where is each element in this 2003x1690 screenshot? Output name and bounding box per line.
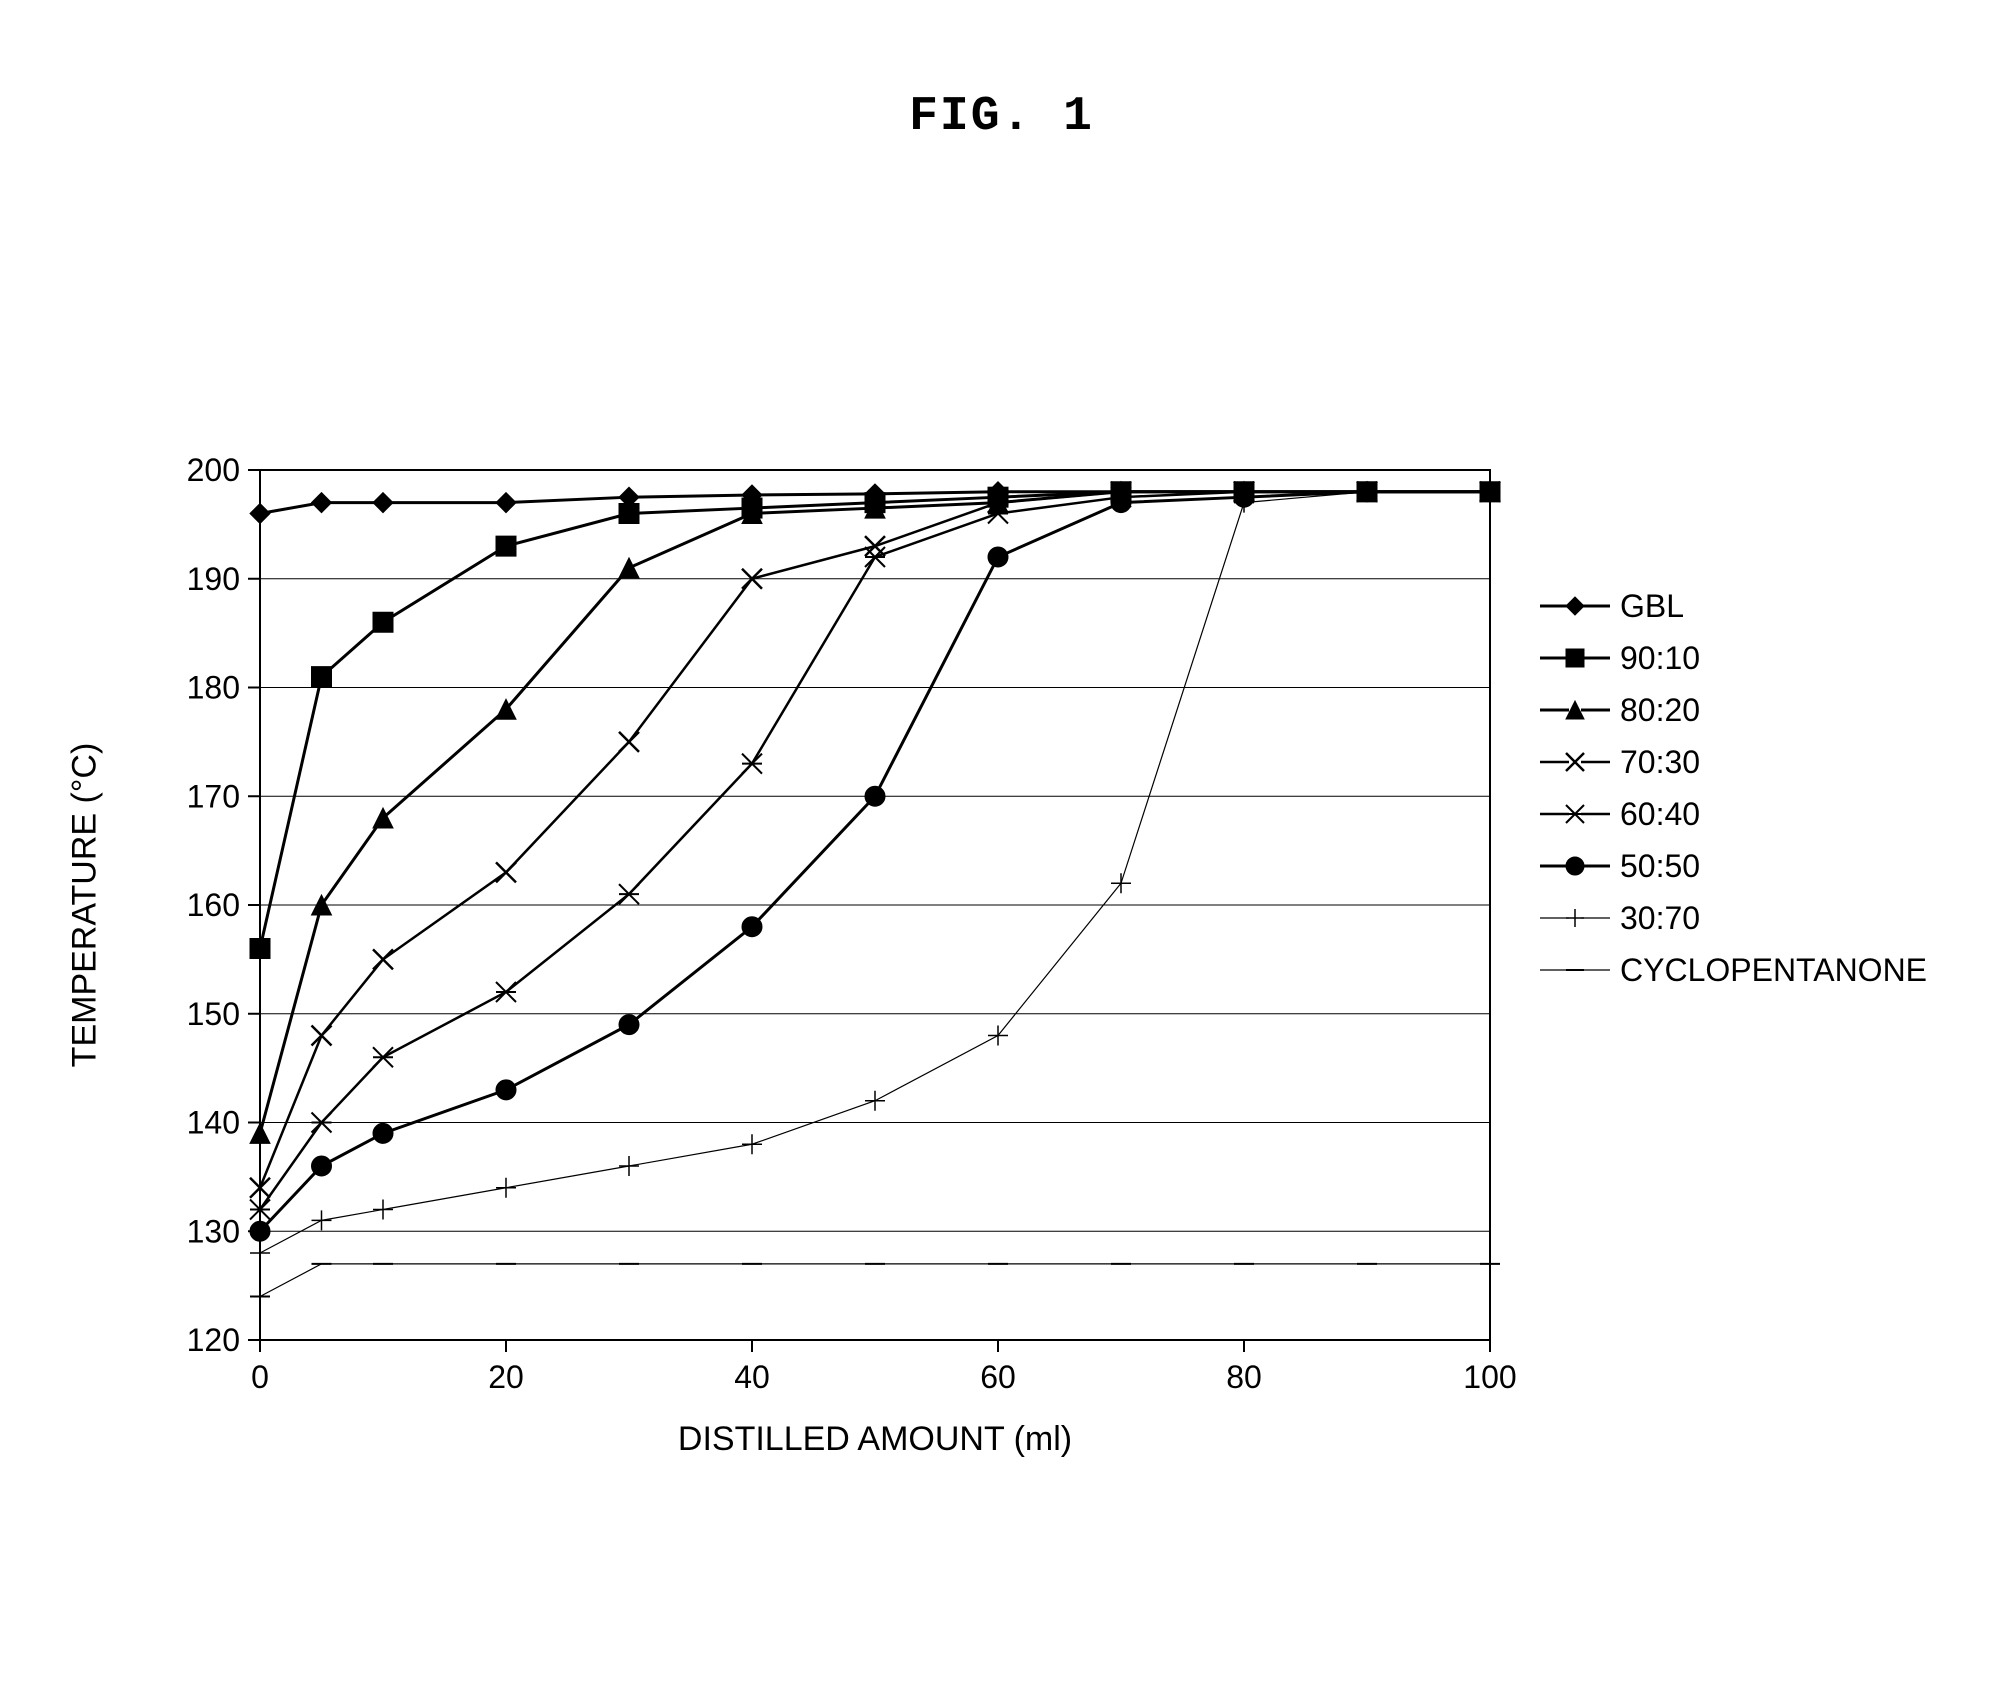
legend-label: 80:20 (1620, 692, 1700, 729)
y-tick-label: 160 (187, 887, 240, 923)
legend-item: 90:10 (1540, 632, 1927, 684)
legend-item: CYCLOPENTANONE (1540, 944, 1927, 996)
x-tick-label: 100 (1463, 1359, 1516, 1395)
y-tick-label: 140 (187, 1105, 240, 1141)
y-tick-label: 170 (187, 778, 240, 814)
legend-label: 30:70 (1620, 900, 1700, 937)
legend-swatch (1540, 802, 1610, 826)
x-tick-label: 40 (734, 1359, 770, 1395)
x-tick-label: 20 (488, 1359, 524, 1395)
legend-item: GBL (1540, 580, 1927, 632)
chart-legend: GBL 90:10 80:20 70:30 60:40 50:50 30:70 CYCLOPE… (1540, 580, 1927, 996)
figure-title: FIG. 1 (0, 90, 2003, 144)
y-tick-label: 120 (187, 1322, 240, 1358)
legend-swatch (1540, 698, 1610, 722)
y-tick-label: 200 (187, 452, 240, 488)
legend-item: 30:70 (1540, 892, 1927, 944)
x-tick-label: 0 (251, 1359, 269, 1395)
x-tick-label: 80 (1226, 1359, 1262, 1395)
distillation-chart: 0 20 40 60 80 100 120 130 140 150 160 170 180 190 200 (140, 350, 1610, 1460)
legend-item: 50:50 (1540, 840, 1927, 892)
legend-item: 70:30 (1540, 736, 1927, 788)
legend-swatch (1540, 594, 1610, 618)
legend-label: 70:30 (1620, 744, 1700, 781)
legend-swatch (1540, 750, 1610, 774)
legend-swatch (1540, 958, 1610, 982)
legend-swatch (1540, 906, 1610, 930)
x-axis-label: DISTILLED AMOUNT (ml) (678, 1420, 1072, 1459)
legend-item: 80:20 (1540, 684, 1927, 736)
y-axis-label: TEMPERATURE (°C) (66, 743, 105, 1068)
legend-label: CYCLOPENTANONE (1620, 952, 1927, 989)
legend-swatch (1540, 646, 1610, 670)
legend-label: 50:50 (1620, 848, 1700, 885)
y-tick-label: 130 (187, 1213, 240, 1249)
legend-label: 90:10 (1620, 640, 1700, 677)
legend-item: 60:40 (1540, 788, 1927, 840)
y-tick-label: 180 (187, 670, 240, 706)
legend-swatch (1540, 854, 1610, 878)
y-tick-label: 190 (187, 561, 240, 597)
x-tick-label: 60 (980, 1359, 1016, 1395)
y-tick-label: 150 (187, 996, 240, 1032)
legend-label: GBL (1620, 588, 1684, 625)
legend-label: 60:40 (1620, 796, 1700, 833)
